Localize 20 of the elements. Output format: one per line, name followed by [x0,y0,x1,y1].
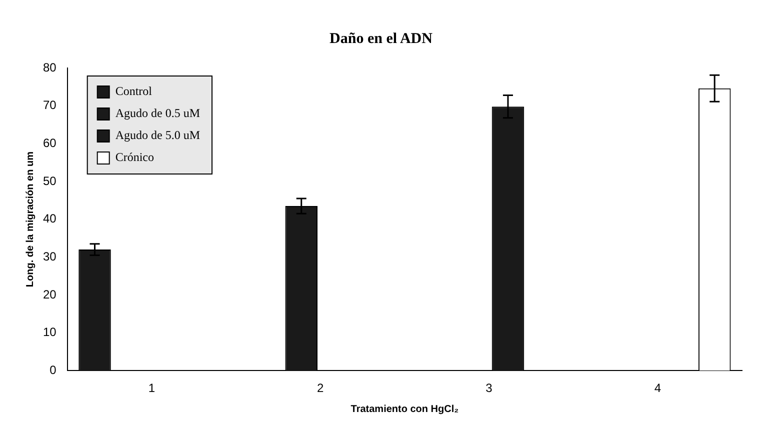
y-axis-title: Long. de la migración en um [24,151,36,288]
x-tick-label: 4 [654,381,662,396]
y-tick-label: 40 [42,212,57,226]
chart-title: Daño en el ADN [330,30,433,47]
legend-label: Agudo de 5.0 uM [115,128,200,142]
y-tick-label: 70 [42,98,57,112]
x-axis-title: Tratamiento con HgCl₂ [350,404,459,415]
legend-label: Agudo de 0.5 uM [115,106,200,120]
y-tick-label: 30 [42,249,57,264]
legend-label: Crónico [115,150,154,164]
y-tick-label: 20 [42,287,57,302]
y-tick-label: 0 [50,362,57,377]
legend-label: Control [115,84,153,98]
y-tick-label: 80 [42,60,57,74]
x-tick-label: 3 [486,381,493,396]
y-tick-label: 50 [42,174,57,188]
x-tick-label: 1 [148,381,156,396]
y-tick-label: 60 [42,136,57,150]
y-tick-label: 10 [42,325,57,340]
x-tick-label: 2 [317,381,324,396]
